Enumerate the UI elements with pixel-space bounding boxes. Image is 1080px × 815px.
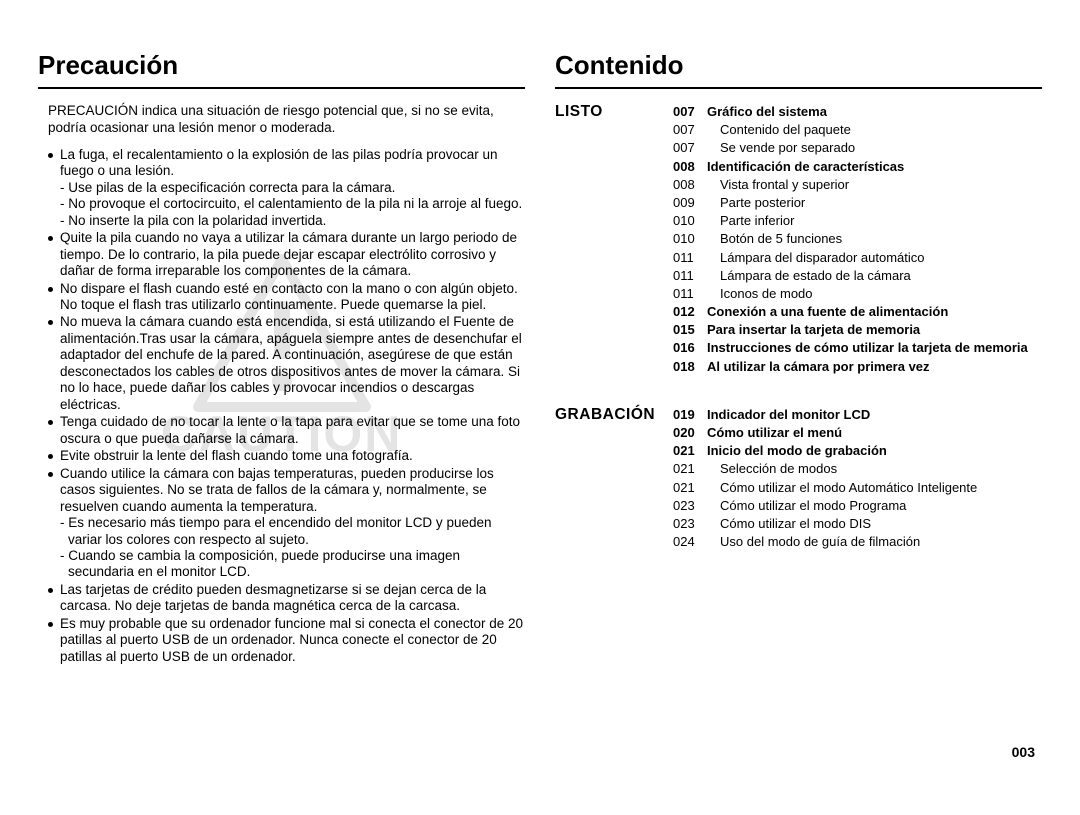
- precaution-heading: Precaución: [38, 50, 525, 89]
- toc-page-number: 011: [681, 249, 715, 267]
- precaution-item: Cuando utilice la cámara con bajas tempe…: [48, 466, 525, 581]
- page-columns: CAUTION Precaución PRECAUCIÓN indica una…: [38, 50, 1042, 666]
- precaution-item: Evite obstruir la lente del flash cuando…: [48, 448, 525, 464]
- toc-entry: 024Uso del modo de guía de filmación: [673, 533, 1042, 551]
- precaution-item: Las tarjetas de crédito pueden desmagnet…: [48, 582, 525, 615]
- toc-entry: 010Botón de 5 funciones: [673, 230, 1042, 248]
- toc-entry: 007Contenido del paquete: [673, 121, 1042, 139]
- toc-title: Parte inferior: [715, 212, 1042, 230]
- toc-title: Cómo utilizar el menú: [707, 424, 1042, 442]
- toc-title: Selección de modos: [715, 460, 1042, 478]
- toc-title: Vista frontal y superior: [715, 176, 1042, 194]
- toc-page-number: 011: [681, 285, 715, 303]
- toc-title: Iconos de modo: [715, 285, 1042, 303]
- toc-page-number: 021: [673, 442, 707, 460]
- precaution-item: La fuga, el recalentamiento o la explosi…: [48, 147, 525, 229]
- toc-page-number: 007: [681, 121, 715, 139]
- right-column: Contenido LISTO007Gráfico del sistema007…: [555, 50, 1042, 666]
- toc-page-number: 016: [673, 339, 707, 357]
- toc-entry: 010Parte inferior: [673, 212, 1042, 230]
- toc-section: LISTO007Gráfico del sistema007Contenido …: [555, 103, 1042, 376]
- toc-title: Gráfico del sistema: [707, 103, 1042, 121]
- toc-page-number: 007: [673, 103, 707, 121]
- toc-entry: 018Al utilizar la cámara por primera vez: [673, 358, 1042, 376]
- toc-page-number: 012: [673, 303, 707, 321]
- toc-page-number: 018: [673, 358, 707, 376]
- toc-entry: 021Selección de modos: [673, 460, 1042, 478]
- toc-title: Parte posterior: [715, 194, 1042, 212]
- toc-entry: 020Cómo utilizar el menú: [673, 424, 1042, 442]
- left-column: CAUTION Precaución PRECAUCIÓN indica una…: [38, 50, 525, 666]
- precaution-subitem: - Use pilas de la especificación correct…: [60, 180, 525, 196]
- contents-heading: Contenido: [555, 50, 1042, 89]
- toc-page-number: 021: [681, 460, 715, 478]
- toc-title: Cómo utilizar el modo DIS: [715, 515, 1042, 533]
- toc-entry: 011Lámpara del disparador automático: [673, 249, 1042, 267]
- toc-page-number: 007: [681, 139, 715, 157]
- toc-page-number: 010: [681, 212, 715, 230]
- toc-entry: 015Para insertar la tarjeta de memoria: [673, 321, 1042, 339]
- toc-entry: 009Parte posterior: [673, 194, 1042, 212]
- precaution-subitem: - No provoque el cortocircuito, el calen…: [60, 196, 525, 212]
- toc-title: Lámpara de estado de la cámara: [715, 267, 1042, 285]
- precaution-subitem: - No inserte la pila con la polaridad in…: [60, 213, 525, 229]
- toc-page-number: 019: [673, 406, 707, 424]
- precaution-list: La fuga, el recalentamiento o la explosi…: [38, 147, 525, 666]
- toc-section-label: GRABACIÓN: [555, 406, 673, 424]
- toc-title: Identificación de características: [707, 158, 1042, 176]
- toc-page-number: 021: [681, 479, 715, 497]
- toc-page-number: 023: [681, 515, 715, 533]
- toc-page-number: 008: [673, 158, 707, 176]
- precaution-item: No dispare el flash cuando esté en conta…: [48, 281, 525, 314]
- precaution-item: Quite la pila cuando no vaya a utilizar …: [48, 230, 525, 279]
- toc-title: Inicio del modo de grabación: [707, 442, 1042, 460]
- toc-title: Se vende por separado: [715, 139, 1042, 157]
- toc-title: Indicador del monitor LCD: [707, 406, 1042, 424]
- toc-page-number: 009: [681, 194, 715, 212]
- toc-entry: 007Gráfico del sistema: [673, 103, 1042, 121]
- toc-entry: 023Cómo utilizar el modo DIS: [673, 515, 1042, 533]
- precaution-subitem: - Cuando se cambia la composición, puede…: [60, 548, 525, 581]
- toc-entry: 021Inicio del modo de grabación: [673, 442, 1042, 460]
- toc-entry: 021Cómo utilizar el modo Automático Inte…: [673, 479, 1042, 497]
- toc-title: Cómo utilizar el modo Programa: [715, 497, 1042, 515]
- precaution-item: No mueva la cámara cuando está encendida…: [48, 314, 525, 413]
- precaution-subitem: - Es necesario más tiempo para el encend…: [60, 515, 525, 548]
- toc-entry: 019Indicador del monitor LCD: [673, 406, 1042, 424]
- toc-entry: 016Instrucciones de cómo utilizar la tar…: [673, 339, 1042, 357]
- precaution-intro: PRECAUCIÓN indica una situación de riesg…: [38, 103, 525, 137]
- toc-entries: 019Indicador del monitor LCD020Cómo util…: [673, 406, 1042, 552]
- toc-entry: 011Lámpara de estado de la cámara: [673, 267, 1042, 285]
- precaution-item: Es muy probable que su ordenador funcion…: [48, 616, 525, 665]
- precaution-item: Tenga cuidado de no tocar la lente o la …: [48, 414, 525, 447]
- toc-entry: 012Conexión a una fuente de alimentación: [673, 303, 1042, 321]
- toc-entries: 007Gráfico del sistema007Contenido del p…: [673, 103, 1042, 376]
- toc-page-number: 024: [681, 533, 715, 551]
- toc-page-number: 010: [681, 230, 715, 248]
- toc-entry: 007Se vende por separado: [673, 139, 1042, 157]
- toc-title: Lámpara del disparador automático: [715, 249, 1042, 267]
- toc-entry: 011Iconos de modo: [673, 285, 1042, 303]
- toc-page-number: 008: [681, 176, 715, 194]
- toc-section: GRABACIÓN019Indicador del monitor LCD020…: [555, 406, 1042, 552]
- toc-page-number: 023: [681, 497, 715, 515]
- toc-entry: 023Cómo utilizar el modo Programa: [673, 497, 1042, 515]
- toc-page-number: 015: [673, 321, 707, 339]
- toc-title: Al utilizar la cámara por primera vez: [707, 358, 1042, 376]
- toc-section-label: LISTO: [555, 103, 673, 121]
- toc-title: Para insertar la tarjeta de memoria: [707, 321, 1042, 339]
- toc-title: Botón de 5 funciones: [715, 230, 1042, 248]
- toc-title: Conexión a una fuente de alimentación: [707, 303, 1042, 321]
- toc-entry: 008Vista frontal y superior: [673, 176, 1042, 194]
- toc-title: Contenido del paquete: [715, 121, 1042, 139]
- toc-title: Uso del modo de guía de filmación: [715, 533, 1042, 551]
- toc-entry: 008Identificación de características: [673, 158, 1042, 176]
- toc-title: Cómo utilizar el modo Automático Intelig…: [715, 479, 1042, 497]
- page-number: 003: [1012, 744, 1035, 760]
- table-of-contents: LISTO007Gráfico del sistema007Contenido …: [555, 103, 1042, 551]
- toc-page-number: 020: [673, 424, 707, 442]
- toc-title: Instrucciones de cómo utilizar la tarjet…: [707, 339, 1042, 357]
- toc-page-number: 011: [681, 267, 715, 285]
